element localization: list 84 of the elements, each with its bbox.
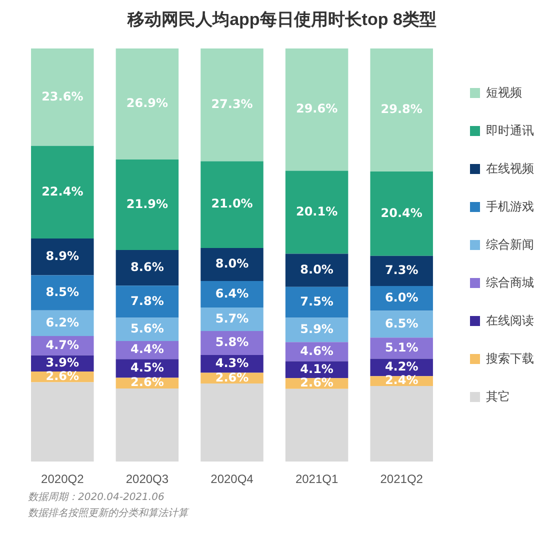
bar	[31, 48, 94, 146]
x-tick-label: 2021Q2	[380, 472, 424, 486]
bar	[370, 172, 433, 256]
legend-label: 手机游戏	[486, 199, 534, 214]
data-label: 8.0%	[300, 262, 334, 276]
bar	[31, 146, 94, 238]
data-label: 2.6%	[300, 376, 334, 390]
data-label: 8.0%	[215, 256, 249, 271]
data-label: 7.5%	[300, 294, 334, 308]
data-label: 4.6%	[300, 344, 334, 358]
data-label: 4.2%	[384, 360, 418, 374]
bar	[285, 286, 348, 318]
data-label: 8.5%	[46, 284, 80, 299]
data-label: 3.9%	[46, 356, 80, 370]
legend-label: 其它	[486, 389, 510, 404]
bar	[200, 48, 264, 162]
data-label: 4.4%	[130, 342, 164, 356]
data-label: 5.7%	[215, 311, 249, 326]
data-label: 4.7%	[46, 338, 80, 352]
bar	[31, 382, 94, 462]
bar	[116, 160, 179, 250]
bar	[370, 286, 433, 311]
data-label: 29.6%	[296, 102, 338, 116]
bar	[285, 48, 348, 171]
x-tick-label: 2021Q1	[295, 472, 338, 486]
legend-label: 搜索下载	[486, 351, 534, 366]
data-label: 5.6%	[130, 322, 164, 336]
bar	[285, 388, 348, 462]
bar	[285, 170, 348, 254]
data-label: 2.6%	[215, 370, 249, 384]
data-label: 7.3%	[384, 263, 418, 278]
bar	[370, 256, 433, 286]
legend-label: 在线视频	[486, 161, 534, 176]
bar	[116, 388, 179, 462]
data-label: 29.8%	[380, 102, 422, 116]
data-label: 22.4%	[42, 184, 84, 198]
bar	[31, 238, 94, 276]
data-label: 21.0%	[211, 196, 253, 211]
data-label: 5.1%	[384, 340, 418, 354]
legend-label: 在线阅读	[486, 313, 534, 328]
bar	[200, 384, 264, 462]
data-label: 5.9%	[300, 322, 334, 336]
legend-label: 短视频	[486, 85, 522, 100]
data-label: 2.4%	[384, 373, 418, 388]
legend-label: 综合商城	[486, 275, 534, 290]
data-label: 6.4%	[215, 286, 249, 300]
data-label: 20.4%	[380, 206, 422, 220]
bar	[370, 48, 433, 172]
data-label: 6.0%	[384, 290, 418, 305]
bar	[200, 281, 264, 308]
bar	[200, 248, 264, 282]
data-label: 26.9%	[126, 96, 168, 110]
data-label: 6.2%	[46, 315, 80, 330]
x-tick-label: 2020Q4	[210, 472, 254, 486]
data-label: 21.9%	[126, 196, 168, 211]
data-label: 20.1%	[296, 204, 338, 218]
data-label: 8.6%	[130, 260, 164, 274]
x-tick-label: 2020Q2	[41, 472, 84, 486]
data-label: 27.3%	[211, 96, 253, 111]
data-label: 8.9%	[46, 248, 80, 263]
chart-title: 移动网民人均app每日使用时长top 8类型	[126, 10, 436, 29]
bar	[31, 275, 94, 310]
text: 数据排名按照更新的分类和算法计算	[28, 506, 190, 521]
bar	[285, 254, 348, 287]
bar	[116, 48, 179, 160]
data-label: 4.5%	[130, 360, 164, 375]
bar	[31, 310, 94, 336]
bar	[116, 250, 179, 286]
text: 数据周期：2020.04-2021.06	[28, 490, 166, 505]
data-label: 2.6%	[46, 369, 80, 384]
data-label: 7.8%	[130, 294, 164, 308]
data-label: 23.6%	[42, 89, 84, 104]
data-label: 4.1%	[300, 362, 334, 376]
x-tick-label: 2020Q3	[126, 472, 169, 486]
legend-label: 即时通讯	[486, 123, 534, 138]
data-label: 6.5%	[384, 316, 418, 330]
bar	[200, 161, 264, 248]
legend-label: 综合新闻	[486, 237, 534, 252]
data-label: 5.8%	[215, 335, 249, 350]
bar	[370, 386, 433, 462]
bar	[116, 286, 179, 318]
bar	[200, 307, 264, 332]
data-label: 4.3%	[215, 356, 249, 370]
data-label: 2.6%	[130, 375, 164, 390]
